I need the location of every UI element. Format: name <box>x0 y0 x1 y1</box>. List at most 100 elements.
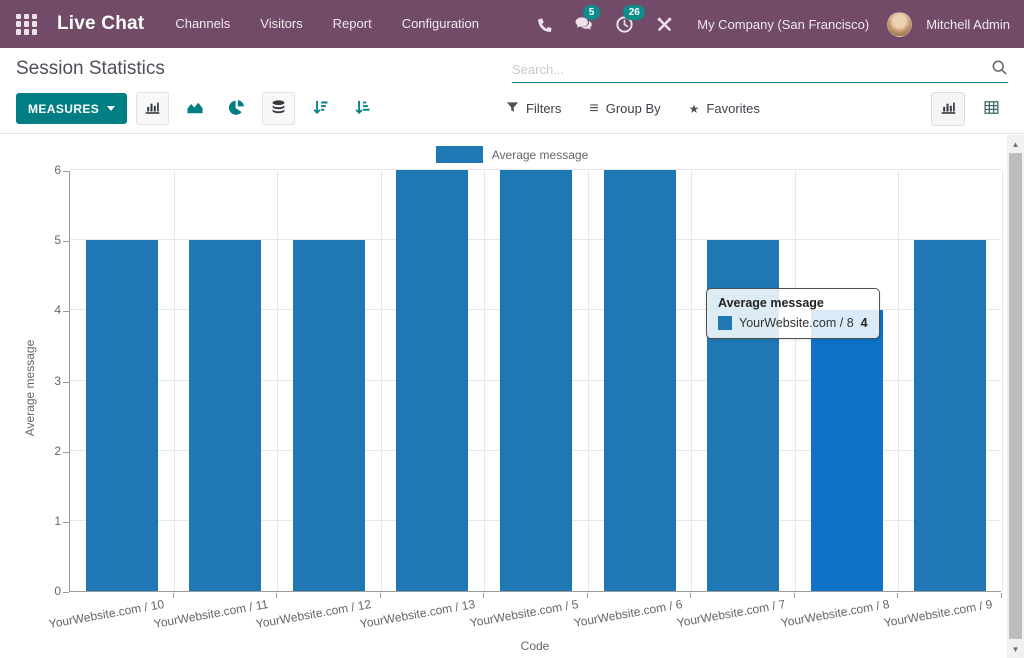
y-tick-mark <box>63 311 69 313</box>
chart-view: Average message Average message Code Ave… <box>0 133 1024 658</box>
x-category-label: YourWebsite.com / 10 <box>47 597 166 632</box>
nav-item-report[interactable]: Report <box>332 16 372 31</box>
chart-bar[interactable] <box>810 310 883 591</box>
nav-item-visitors[interactable]: Visitors <box>260 16 303 31</box>
x-axis-title: Code <box>520 639 550 653</box>
chart-bar[interactable] <box>189 240 262 591</box>
tooltip-value: 4 <box>860 316 868 330</box>
pie-chart-button[interactable] <box>220 92 253 125</box>
gridline-vertical <box>898 171 900 591</box>
y-tick-mark <box>63 241 69 243</box>
x-tick-mark <box>1001 593 1002 598</box>
filters-button[interactable]: Filters <box>506 101 561 117</box>
nav-item-channels[interactable]: Channels <box>175 16 231 31</box>
legend-swatch <box>435 146 483 163</box>
pie-chart-icon <box>228 99 245 119</box>
company-switcher[interactable]: My Company (San Francisco) <box>697 16 870 32</box>
group-by-button[interactable]: ≡ Group By <box>589 99 661 117</box>
x-category-label: YourWebsite.com / 6 <box>572 597 683 630</box>
gridline-vertical <box>1002 171 1003 591</box>
navbar-menu: Channels Visitors Report Configuration <box>160 0 494 48</box>
activities-badge: 26 <box>623 5 646 20</box>
chart-bar[interactable] <box>603 170 676 591</box>
y-tick-label: 1 <box>54 513 61 528</box>
chart-legend[interactable]: Average message <box>0 146 1024 163</box>
scroll-down-icon[interactable]: ▼ <box>1011 644 1020 654</box>
search-input[interactable] <box>512 62 991 77</box>
chart-bar[interactable] <box>292 240 365 591</box>
x-category-label: YourWebsite.com / 7 <box>675 597 787 630</box>
y-tick-label: 3 <box>54 373 61 388</box>
x-tick-mark <box>897 593 899 598</box>
chart-bar[interactable] <box>914 240 987 591</box>
app-name[interactable]: Live Chat <box>57 13 145 34</box>
chart-toolbar: MEASURES <box>16 92 379 125</box>
bar-chart-icon <box>940 99 957 119</box>
x-category-label: YourWebsite.com / 5 <box>468 597 580 630</box>
sort-amount-desc-icon <box>312 99 329 119</box>
chart-bar[interactable] <box>500 170 572 591</box>
x-category-label: YourWebsite.com / 8 <box>779 597 891 630</box>
user-menu[interactable]: Mitchell Admin <box>926 16 1010 32</box>
y-tick-mark <box>63 451 69 453</box>
x-tick-mark <box>793 593 795 598</box>
messages-icon[interactable]: 5 <box>567 5 601 39</box>
systray: 5 26 My Company (San Francisco) Mitchell… <box>527 5 1010 39</box>
sort-asc-button[interactable] <box>346 92 379 125</box>
sort-amount-asc-icon <box>354 99 371 119</box>
vertical-scrollbar[interactable]: ▲ ▼ <box>1007 135 1024 658</box>
gridline-vertical <box>484 171 486 591</box>
chart-tooltip: Average message YourWebsite.com / 8 4 <box>706 288 880 339</box>
nav-item-configuration[interactable]: Configuration <box>401 16 480 31</box>
star-icon: ★ <box>688 101 700 116</box>
activities-icon[interactable]: 26 <box>607 5 646 39</box>
gridline-vertical <box>794 171 796 591</box>
control-panel: Session Statistics MEASURES <box>0 48 1024 133</box>
y-tick-label: 6 <box>54 163 61 177</box>
y-tick-label: 4 <box>54 303 61 318</box>
y-tick-mark <box>63 381 69 383</box>
x-category-label: YourWebsite.com / 11 <box>152 597 269 631</box>
phone-icon[interactable] <box>527 9 561 39</box>
x-tick-mark <box>586 593 588 598</box>
apps-menu-icon[interactable] <box>16 13 37 35</box>
view-graph-button[interactable] <box>931 92 965 126</box>
tooltip-label: YourWebsite.com / 8 <box>739 316 854 330</box>
gridline-horizontal <box>70 169 1001 170</box>
bar-chart-button[interactable] <box>136 92 170 125</box>
search-icon[interactable] <box>991 59 1008 81</box>
gridline-vertical <box>691 171 693 591</box>
y-axis-title: Average message <box>23 339 37 437</box>
x-category-label: YourWebsite.com / 13 <box>358 597 476 632</box>
scrollbar-thumb[interactable] <box>1009 153 1022 639</box>
caret-down-icon <box>107 106 116 111</box>
chart-plot-area <box>69 169 1003 592</box>
favorites-button[interactable]: ★ Favorites <box>688 101 760 116</box>
database-icon <box>270 99 287 119</box>
view-pivot-button[interactable] <box>974 92 1008 126</box>
messages-badge: 5 <box>583 5 600 20</box>
y-tick-label: 0 <box>54 584 61 598</box>
view-switcher <box>931 92 1008 126</box>
tools-icon[interactable] <box>647 9 681 39</box>
filter-funnel-icon <box>506 101 519 117</box>
stacked-button[interactable] <box>262 92 296 125</box>
sort-desc-button[interactable] <box>304 92 337 125</box>
measures-button[interactable]: MEASURES <box>16 93 128 124</box>
legend-label: Average message <box>491 147 589 162</box>
scroll-up-icon[interactable]: ▲ <box>1011 139 1020 149</box>
tooltip-swatch <box>718 316 732 330</box>
bar-chart-icon <box>144 99 161 119</box>
tooltip-row: YourWebsite.com / 8 4 <box>718 316 868 330</box>
top-navbar: Live Chat Channels Visitors Report Configur… <box>0 0 1024 48</box>
user-avatar[interactable] <box>887 11 913 37</box>
line-chart-button[interactable] <box>178 92 211 125</box>
y-tick-label: 5 <box>54 233 61 248</box>
x-tick-mark <box>379 593 381 598</box>
chart-bar[interactable] <box>396 170 469 591</box>
chart-bar[interactable] <box>85 240 158 591</box>
x-tick-mark <box>172 593 174 598</box>
group-by-icon: ≡ <box>589 99 599 117</box>
tooltip-title: Average message <box>718 296 824 310</box>
gridline-vertical <box>587 171 589 591</box>
